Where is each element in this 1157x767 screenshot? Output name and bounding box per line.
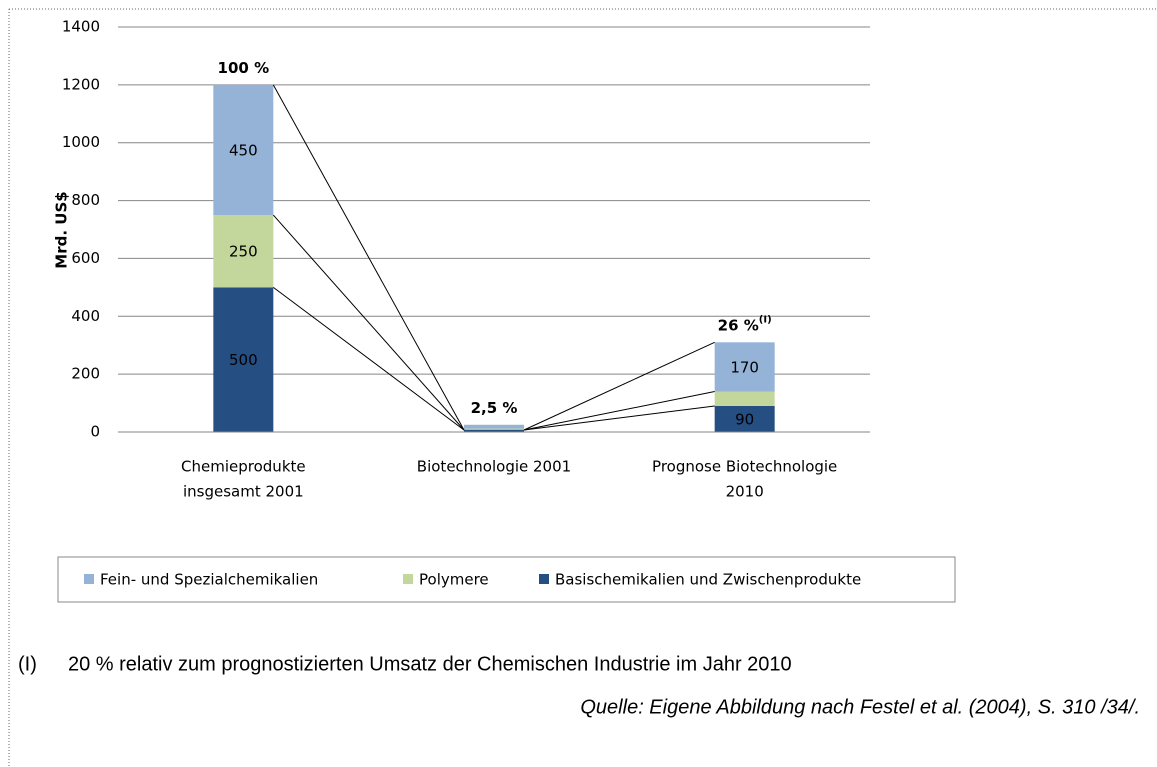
y-tick-label: 1000 [62,133,100,151]
data-label: 450 [229,141,258,159]
legend-label: Fein- und Spezialchemikalien [100,571,318,589]
y-axis-label: Mrd. US$ [53,191,71,268]
y-tick-label: 600 [71,249,100,267]
data-label: 170 [730,358,759,376]
bar-segment [464,424,524,429]
data-label: 250 [229,243,258,261]
legend-swatch [84,574,94,584]
y-tick-label: 1200 [62,75,100,93]
bar-segment [464,428,524,430]
y-tick-label: 800 [71,191,100,209]
bar-segment [714,342,775,392]
x-tick-label: 2010 [726,483,764,501]
bar-total-text: 100 % [218,58,270,76]
legend-swatch [403,574,413,584]
data-label: 500 [229,351,258,369]
y-tick-label: 1400 [62,18,100,36]
x-tick-label: Chemieprodukte [181,458,306,476]
bar-segment [213,84,274,216]
x-tick-label: Biotechnologie 2001 [417,458,571,476]
source: Quelle: Eigene Abbildung nach Festel et … [580,696,1140,718]
data-label: 90 [735,410,754,428]
legend-box [57,556,956,603]
legend-label: Polymere [419,571,489,589]
footnote-marker: (I) [18,653,37,675]
bar-total-text: 26 % [718,316,759,334]
legend-label: Basischemikalien und Zwischenprodukte [555,571,861,589]
x-tick-label: Prognose Biotechnologie [652,458,837,476]
bar-total-text: 2,5 % [471,398,518,416]
connector [523,391,715,431]
connector [272,214,465,431]
footnote-text: 20 % relativ zum prognostizierten Umsatz… [68,653,792,675]
bar-segment [714,405,775,432]
bar-segment [213,287,274,432]
bar-total-label: 100 % [218,58,270,76]
bar-total-note: (I) [759,314,772,325]
bar-total-label: 26 %(I) [718,314,772,334]
legend-swatch [539,574,549,584]
y-tick-label: 0 [90,423,100,441]
y-tick-label: 400 [71,307,100,325]
bar-segment [213,215,274,288]
bar-segment [464,429,524,432]
bar-total-label: 2,5 % [471,398,518,416]
connector [523,405,715,431]
connector [523,341,715,431]
connector [273,286,465,431]
y-tick-label: 200 [71,365,100,383]
connector [272,84,465,431]
bar-segment [714,391,775,406]
x-tick-label: insgesamt 2001 [183,483,304,501]
